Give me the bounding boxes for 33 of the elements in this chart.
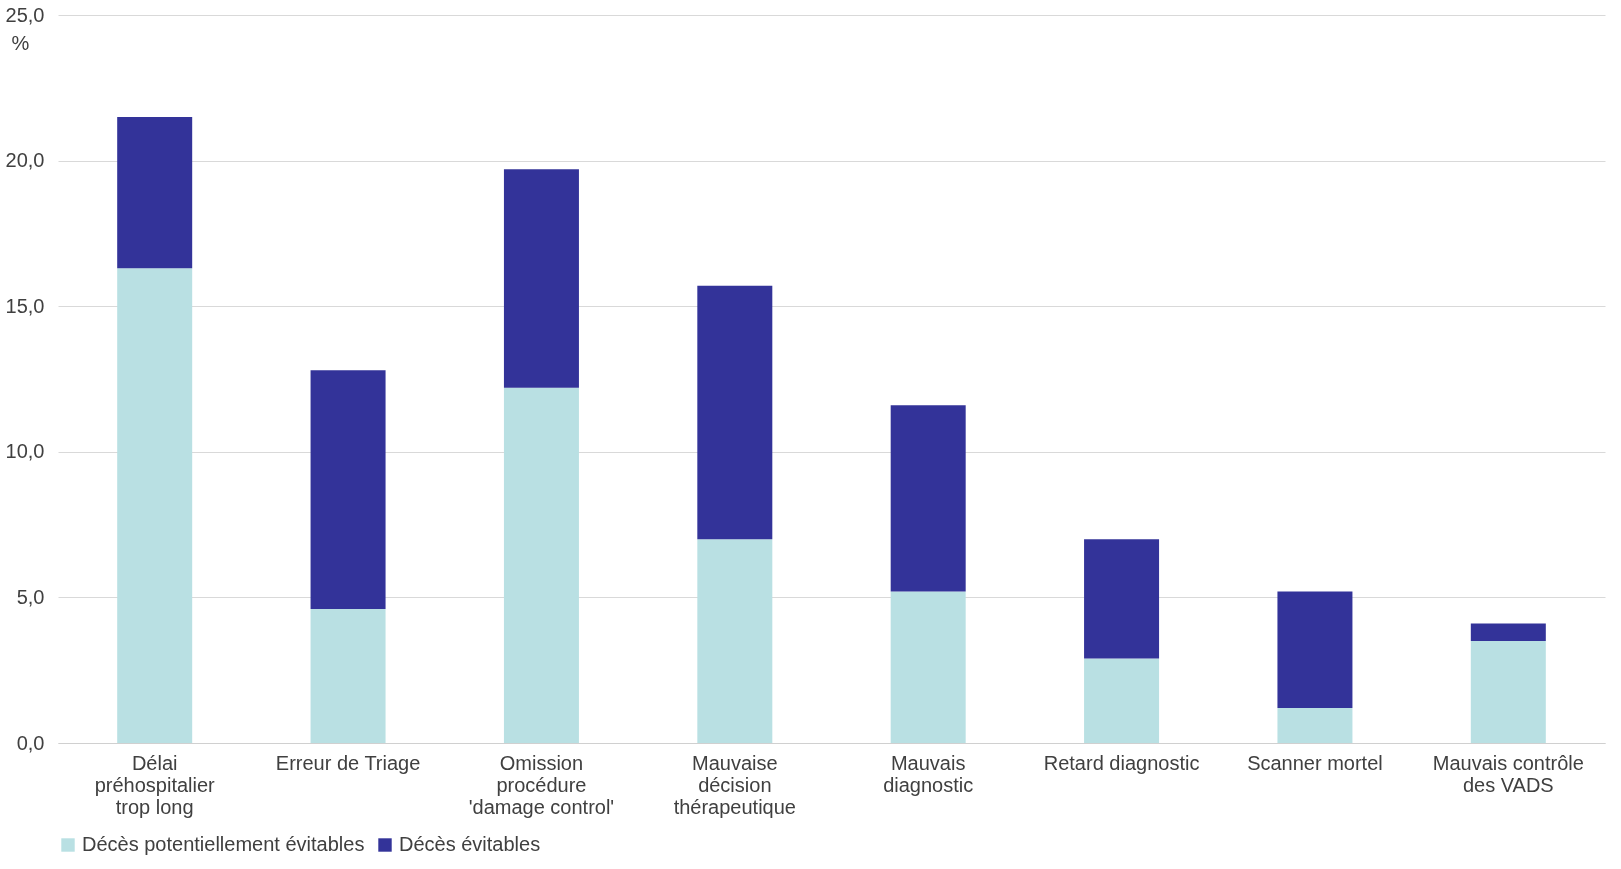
- x-tick-label: Mauvais contrôle des VADS: [1432, 751, 1584, 796]
- bar: [697, 285, 773, 540]
- bar: [503, 169, 579, 388]
- bar: [1277, 591, 1353, 709]
- y-tick-label: 5,0: [16, 585, 45, 608]
- bar: [1084, 539, 1160, 659]
- x-tick-label: Mauvaise décision thérapeutique: [673, 751, 796, 818]
- bar: [310, 609, 386, 743]
- x-tick-label: Erreur de Triage: [275, 751, 421, 774]
- bar: [890, 591, 966, 743]
- y-tick-label: 20,0: [5, 149, 45, 172]
- y-tick-label: 0,0: [16, 731, 45, 754]
- x-tick-label: Retard diagnostic: [1043, 751, 1200, 774]
- legend-label: Décès évitables: [399, 833, 541, 855]
- bar: [117, 268, 193, 743]
- y-tick-label: 25,0: [5, 3, 45, 26]
- bar: [1470, 641, 1546, 743]
- x-tick-label: Omission procédure 'damage control': [468, 751, 615, 818]
- y-axis-title: %: [11, 31, 30, 54]
- bar: [890, 405, 966, 592]
- x-tick-label: Délai préhospitalier trop long: [94, 751, 216, 818]
- bar: [697, 539, 773, 743]
- y-tick-label: 10,0: [5, 440, 45, 463]
- bar: [503, 387, 579, 743]
- x-tick-label: Mauvais diagnostic: [883, 751, 974, 796]
- bar: [117, 116, 193, 269]
- y-tick-label: 15,0: [5, 294, 45, 317]
- bar: [310, 370, 386, 610]
- bar: [1470, 623, 1546, 642]
- bar: [1277, 708, 1353, 743]
- legend-label: Décès potentiellement évitables: [82, 833, 365, 855]
- x-tick-label: Scanner mortel: [1247, 751, 1383, 774]
- bar: [1084, 658, 1160, 743]
